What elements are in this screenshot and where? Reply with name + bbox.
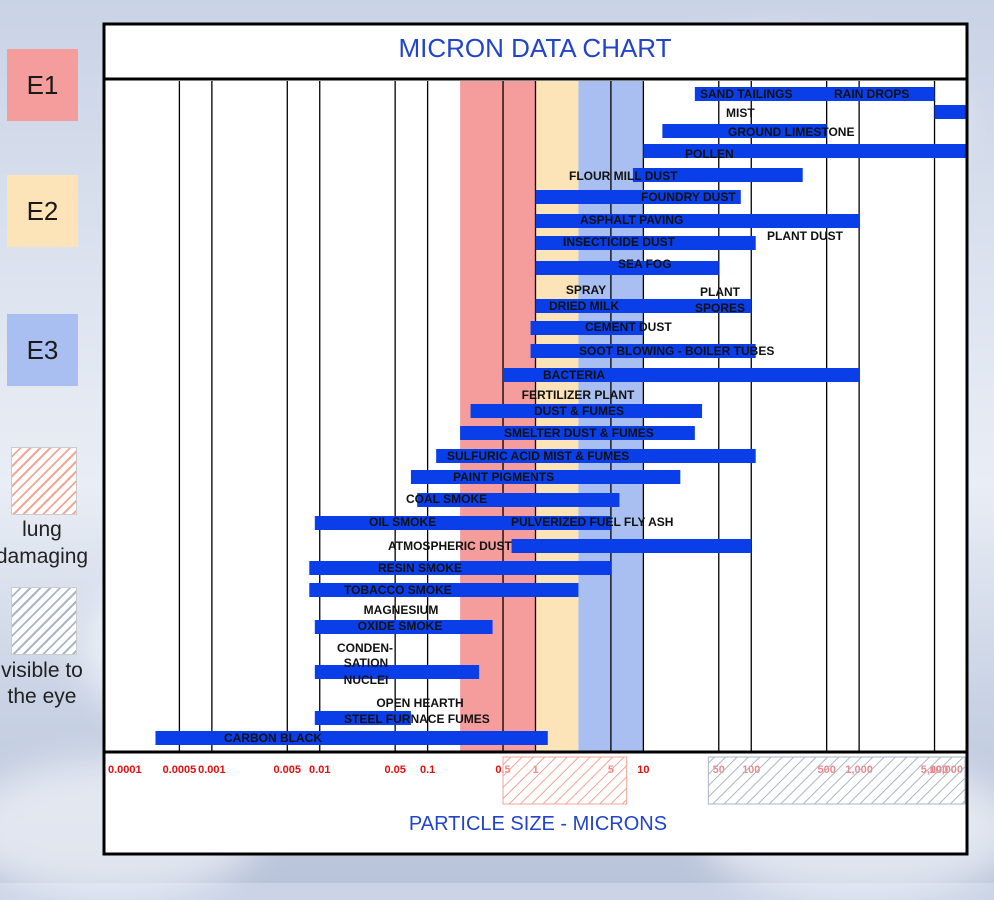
chart-border [102, 22, 969, 856]
annotation-oil-smoke: OIL SMOKE [369, 515, 436, 529]
annotation-flour-mill-dust: FLOUR MILL DUST [569, 169, 678, 183]
tick-label: 0.005 [274, 764, 302, 776]
annotation-dried-milk: DRIED MILK [549, 299, 619, 313]
annotation-ground-limestone: GROUND LIMESTONE [728, 125, 854, 139]
hatch-lung-damaging [502, 756, 628, 805]
bar-sulfuric-acid-mist-fumes [410, 470, 681, 484]
bar-spray-dried-milk [530, 321, 644, 335]
bar-rain-drops [934, 105, 967, 119]
legend-lung-swatch [11, 447, 77, 515]
annotation-oxide-smoke: OXIDE SMOKE [358, 619, 443, 633]
annotation-open-hearth: OPEN HEARTH [376, 696, 463, 710]
tick-label: 0.05 [384, 764, 405, 776]
bar-insecticide-dust [535, 261, 719, 275]
bar-ground-limestone [643, 144, 967, 158]
annotation-resin-smoke: RESIN SMOKE [378, 561, 462, 575]
bar-condensation-nuclei [314, 711, 411, 725]
bar-smelter-dust-fumes [436, 449, 756, 463]
hatch-visible-to-eye [707, 756, 966, 805]
annotation-plant: PLANT [700, 285, 741, 299]
bar-pollen [632, 168, 803, 182]
annotation-paint-pigments: PAINT PIGMENTS [453, 470, 554, 484]
bar-pulverized-fuel-fly-ash [511, 539, 752, 553]
annotation-plant-dust: PLANT DUST [767, 229, 844, 243]
annotation-pulverized-fuel-fly-ash: PULVERIZED FUEL FLY ASH [511, 515, 673, 529]
bar-bacteria [470, 404, 703, 418]
tick-label: 10 [637, 764, 649, 776]
annotation-spores: SPORES [695, 301, 745, 315]
annotation-foundry-dust: FOUNDRY DUST [641, 190, 736, 204]
tick-label: 0.001 [198, 764, 226, 776]
annotation-bacteria: BACTERIA [543, 368, 605, 382]
legend-visible-label-line2: the eye [7, 685, 77, 708]
annotation-soot-blowing-boiler-tubes: SOOT BLOWING - BOILER TUBES [579, 344, 774, 358]
annotation-sulfuric-acid-mist-fumes: SULFURIC ACID MIST & FUMES [447, 449, 629, 463]
annotation-cement-dust: CEMENT DUST [585, 320, 672, 334]
bars-layer [155, 87, 967, 745]
bar-carbon-black [155, 731, 372, 745]
legend-e1: E1 [7, 49, 78, 121]
tick-label: 0.0005 [163, 764, 197, 776]
bar-resin-smoke [309, 583, 579, 597]
legend-e2: E2 [7, 175, 78, 247]
legend-lung-label-line2: damaging [0, 545, 89, 568]
labels-layer: SAND TAILINGS RAIN DROPS MIST GROUND LIMEST… [224, 87, 909, 745]
annotation-tobacco-smoke: TOBACCO SMOKE [344, 583, 452, 597]
annotation-steel-furnace-fumes: STEEL FURNACE FUMES [344, 712, 490, 726]
bar-foundry-dust [535, 214, 860, 228]
tick-label: 0.01 [309, 764, 330, 776]
annotation-carbon-black: CARBON BLACK [224, 731, 322, 745]
chart-title: MICRON DATA CHART [398, 33, 671, 63]
bar-oil-smoke [314, 516, 512, 530]
annotation-insecticide-dust: INSECTICIDE DUST [563, 235, 676, 249]
legend-visible-label-line1: visible to [1, 659, 83, 682]
bar-soot-blowing-boiler-tubes [503, 368, 860, 382]
annotation-smelter-dust-fumes: SMELTER DUST & FUMES [504, 426, 654, 440]
gridlines [178, 81, 936, 751]
legend-lung-label-line1: lung [22, 518, 62, 541]
annotation-sation: SATION [344, 656, 388, 670]
bar-tobacco-smoke [314, 620, 493, 634]
annotation-spray: SPRAY [566, 283, 606, 297]
hatch-layer [502, 756, 966, 805]
bar-magnesium-oxide-smoke [314, 665, 480, 679]
annotation-sea-fog: SEA FOG [618, 257, 672, 271]
x-axis-title: PARTICLE SIZE - MICRONS [409, 813, 667, 835]
bar-sea-fog [535, 299, 752, 313]
annotation-mist: MIST [726, 106, 755, 120]
legend-e3: E3 [7, 314, 78, 386]
annotation-rain-drops: RAIN DROPS [834, 87, 909, 101]
bar-atmospheric-dust [309, 561, 611, 575]
annotation-fertilizer-plant: FERTILIZER PLANT [522, 388, 635, 402]
annotation-pollen: POLLEN [685, 147, 734, 161]
annotation-coal-smoke: COAL SMOKE [406, 492, 487, 506]
tick-label: 0.1 [420, 764, 435, 776]
bar-cement-dust [530, 344, 756, 358]
legend-visible-swatch [11, 587, 77, 655]
bar-mist [662, 124, 827, 138]
annotation-conden: CONDEN- [337, 641, 393, 655]
bar-flour-mill-dust [535, 190, 741, 204]
bar-asphalt-paving [535, 236, 756, 250]
annotation-sand-tailings: SAND TAILINGS [700, 87, 792, 101]
bar-sand-tailings [694, 87, 935, 101]
bar-paint-pigments [417, 493, 620, 507]
bar-fertilizer-plant-dust-fumes [460, 426, 695, 440]
annotation-nuclei: NUCLEI [344, 673, 389, 687]
annotation-atmospheric-dust: ATMOSPHERIC DUST [388, 539, 512, 553]
annotation-magnesium: MAGNESIUM [364, 603, 439, 617]
annotation-asphalt-paving: ASPHALT PAVING [580, 213, 683, 227]
annotation-dust-fumes: DUST & FUMES [534, 404, 624, 418]
tick-label: 0.0001 [108, 764, 142, 776]
